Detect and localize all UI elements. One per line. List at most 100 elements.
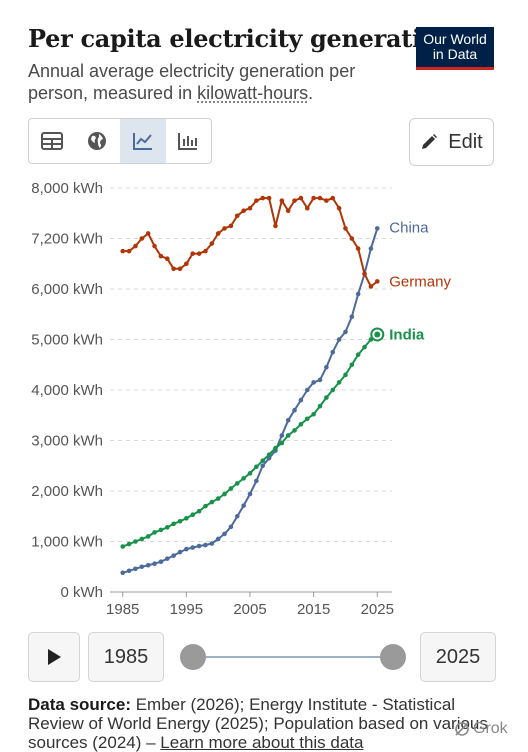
y-tick-label: 0 kWh: [60, 584, 103, 601]
owid-logo[interactable]: Our World in Data: [416, 27, 494, 70]
data-point-china: [247, 491, 253, 497]
play-icon: [48, 649, 61, 665]
data-point-china: [222, 531, 227, 537]
series-line-china: [122, 228, 379, 574]
data-point-germany: [311, 195, 316, 201]
data-point-germany: [292, 198, 297, 203]
data-point-india: [241, 476, 246, 481]
data-point-india: [177, 519, 183, 524]
data-point-china: [133, 566, 138, 572]
data-point-china: [368, 246, 374, 251]
pencil-icon: [422, 134, 438, 149]
play-button[interactable]: [28, 632, 80, 682]
data-point-india: [171, 521, 176, 527]
tab-chart[interactable]: [120, 119, 166, 163]
data-point-china: [285, 418, 291, 423]
data-point-india: [266, 452, 272, 457]
data-point-india: [343, 372, 348, 378]
data-point-germany: [164, 256, 170, 261]
x-tick-label: 1985: [106, 601, 139, 618]
source-text: Ember (2026); Energy Institute - Statist…: [28, 695, 488, 752]
data-point-china: [292, 407, 297, 413]
data-point-germany: [228, 223, 234, 229]
data-point-india: [324, 395, 329, 400]
tab-table[interactable]: [29, 119, 75, 163]
data-point-germany: [190, 251, 196, 256]
data-point-china: [203, 542, 208, 548]
grok-watermark: Grok: [454, 720, 508, 738]
data-point-germany: [355, 246, 361, 251]
data-point-india: [120, 544, 126, 549]
data-point-china: [184, 546, 189, 552]
data-point-india: [285, 433, 291, 438]
data-point-germany: [343, 226, 348, 231]
data-point-china: [317, 377, 323, 383]
y-tick-label: 5,000 kWh: [31, 332, 103, 349]
data-point-germany: [126, 248, 132, 254]
data-point-india: [196, 508, 202, 514]
data-point-germany: [368, 284, 374, 289]
data-point-india: [279, 440, 285, 446]
data-point-germany: [374, 279, 380, 284]
x-axis-ticks: 1985 1995 2005 2015 2025: [106, 592, 394, 618]
data-point-china: [260, 463, 266, 469]
timeline-slider[interactable]: [180, 644, 406, 670]
tab-bar-chart[interactable]: [166, 119, 212, 163]
data-point-china: [177, 549, 183, 555]
data-point-india: [336, 380, 342, 385]
learn-more-link[interactable]: Learn more about this data: [160, 733, 364, 752]
data-point-germany: [145, 231, 151, 236]
data-point-germany: [273, 223, 278, 229]
data-point-germany: [133, 243, 138, 249]
bar-chart-icon: [178, 133, 198, 150]
y-tick-label: 2,000 kWh: [31, 483, 103, 500]
data-point-india: [349, 362, 355, 368]
start-handle[interactable]: [180, 644, 206, 670]
data-point-india: [222, 491, 227, 497]
data-point-india: [317, 403, 323, 409]
data-point-india: [228, 486, 234, 491]
data-point-china: [215, 536, 221, 542]
end-year-field[interactable]: 2025: [420, 632, 496, 682]
data-point-china: [171, 553, 176, 558]
line-chart: 0 kWh 1,000 kWh 2,000 kWh 3,000 kWh 4,000 kW…: [31, 180, 451, 618]
y-tick-label: 8,000 kWh: [31, 180, 103, 197]
data-point-china: [349, 314, 355, 320]
start-year-field[interactable]: 1985: [88, 632, 164, 682]
logo-line-1: Our World: [423, 31, 487, 47]
data-point-germany: [209, 241, 215, 246]
data-source: Data source: Ember (2026); Energy Instit…: [28, 695, 498, 752]
data-point-germany: [266, 195, 272, 201]
data-point-germany: [260, 195, 266, 201]
page-title: Per capita electricity generation: [28, 24, 454, 53]
data-point-india: [158, 527, 164, 533]
data-point-china: [336, 337, 342, 342]
series-label-china: China: [389, 219, 429, 236]
data-point-china: [311, 380, 316, 385]
data-point-china: [158, 559, 164, 564]
tab-map[interactable]: [75, 119, 121, 163]
y-tick-label: 1,000 kWh: [31, 534, 103, 551]
data-point-india: [273, 445, 278, 451]
data-point-china: [279, 433, 285, 438]
line-chart-icon: [132, 133, 152, 150]
data-point-china: [139, 564, 145, 570]
data-point-germany: [279, 198, 285, 203]
series-line-germany: [122, 197, 378, 288]
data-point-india: [304, 416, 310, 422]
data-point-india: [209, 499, 215, 505]
end-handle[interactable]: [380, 644, 406, 670]
data-point-germany: [120, 248, 126, 254]
edit-button[interactable]: Edit: [409, 118, 494, 166]
grok-label: Grok: [473, 720, 508, 737]
data-point-germany: [177, 266, 183, 272]
y-tick-label: 4,000 kWh: [31, 382, 103, 399]
kilowatt-hours-link[interactable]: kilowatt-hours: [197, 83, 309, 103]
data-point-germany: [317, 195, 323, 201]
logo-line-2: in Data: [432, 46, 478, 62]
data-point-germany: [324, 198, 329, 203]
data-point-germany: [362, 271, 367, 277]
data-point-china: [120, 570, 126, 576]
data-point-china: [164, 556, 170, 561]
data-point-china: [209, 541, 215, 546]
